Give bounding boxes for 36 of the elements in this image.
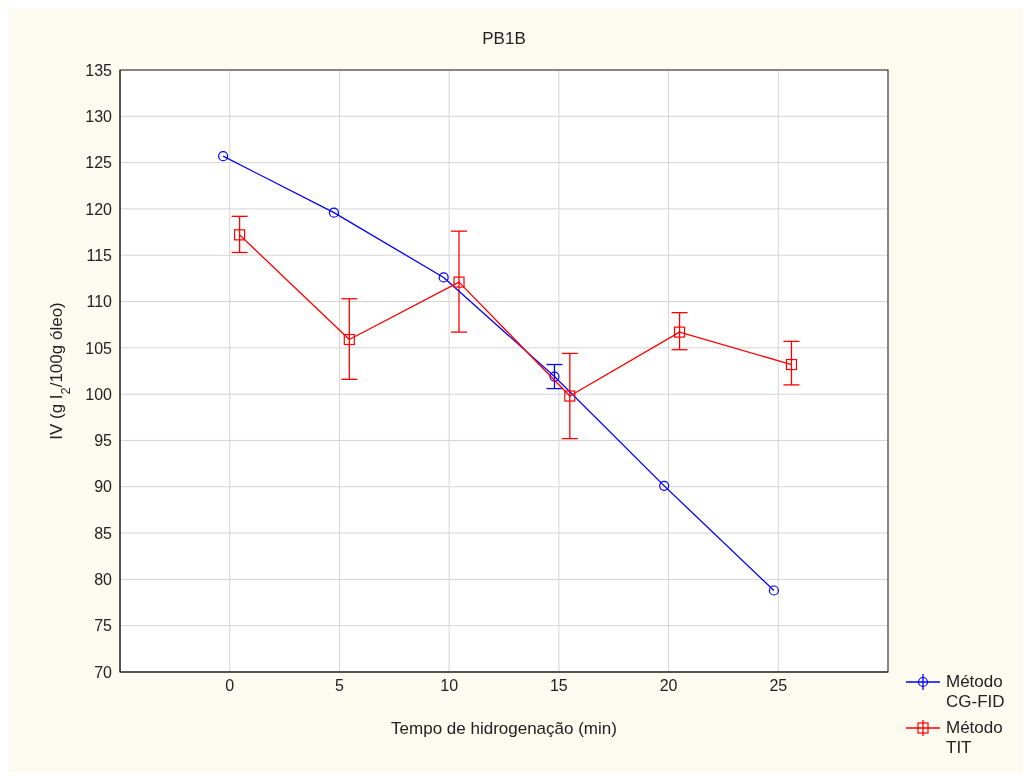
chart-title: PB1B xyxy=(482,29,526,48)
point xyxy=(659,480,670,491)
x-tick-label: 5 xyxy=(334,677,344,695)
legend-label: Método CG-FID xyxy=(946,672,1006,712)
y-tick-label: 85 xyxy=(94,524,113,542)
point xyxy=(218,151,229,162)
point xyxy=(343,333,355,346)
y-tick-label: 120 xyxy=(85,200,113,218)
y-tick-label: 80 xyxy=(94,571,113,589)
x-tick-label: 20 xyxy=(659,677,678,695)
point xyxy=(564,390,576,402)
point xyxy=(233,229,246,241)
y-tick-label: 115 xyxy=(86,246,113,264)
point xyxy=(673,326,686,338)
y-tick-label: 130 xyxy=(85,107,113,125)
y-tick-label: 90 xyxy=(94,478,113,496)
point xyxy=(438,272,449,283)
y-tick-label: 95 xyxy=(94,432,113,450)
y-tick-label: 100 xyxy=(85,385,113,403)
legend-label: Método TIT xyxy=(946,718,1004,758)
x-tick-label: 25 xyxy=(769,677,788,695)
point xyxy=(328,207,340,218)
y-tick-label: 105 xyxy=(85,339,113,357)
point xyxy=(549,371,560,382)
y-tick-label: 125 xyxy=(85,154,113,172)
point xyxy=(768,585,779,596)
x-tick-label: 15 xyxy=(549,677,568,695)
y-tick-label: 75 xyxy=(94,617,113,635)
point xyxy=(453,276,465,288)
x-tick-label: 0 xyxy=(225,677,235,695)
point xyxy=(785,358,798,371)
y-tick-label: 110 xyxy=(86,293,113,311)
y-tick-label: 135 xyxy=(85,61,113,79)
x-tick-label: 10 xyxy=(440,677,459,695)
x-axis-title: Tempo de hidrogenação (min) xyxy=(391,719,617,738)
y-tick-label: 70 xyxy=(94,663,113,681)
